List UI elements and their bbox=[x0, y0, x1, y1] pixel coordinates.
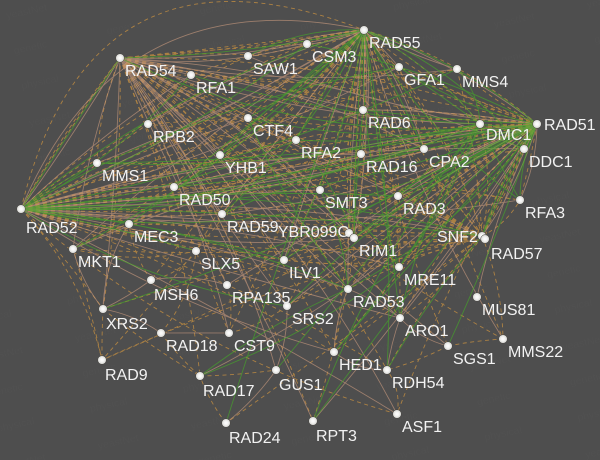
svg-text:CTF4: CTF4 bbox=[253, 123, 293, 140]
svg-text:DMC1: DMC1 bbox=[486, 127, 531, 144]
svg-text:MKT1: MKT1 bbox=[78, 254, 121, 271]
svg-text:RAD18: RAD18 bbox=[166, 338, 218, 355]
svg-text:ASF1: ASF1 bbox=[402, 419, 442, 436]
svg-text:RAD55: RAD55 bbox=[369, 35, 421, 52]
svg-text:RAD9: RAD9 bbox=[105, 367, 148, 384]
svg-text:RAD24: RAD24 bbox=[229, 430, 281, 447]
svg-text:RAD51: RAD51 bbox=[544, 117, 596, 134]
svg-text:RDH54: RDH54 bbox=[392, 375, 445, 392]
svg-text:SMT3: SMT3 bbox=[325, 195, 368, 212]
svg-text:RAD16: RAD16 bbox=[366, 159, 418, 176]
svg-text:RAD3: RAD3 bbox=[403, 201, 446, 218]
svg-text:RAD59: RAD59 bbox=[227, 219, 279, 236]
svg-text:RPB2: RPB2 bbox=[153, 129, 195, 146]
svg-text:RPA135: RPA135 bbox=[232, 290, 291, 307]
svg-text:ARO1: ARO1 bbox=[405, 323, 449, 340]
svg-text:RAD54: RAD54 bbox=[125, 63, 177, 80]
svg-text:SGS1: SGS1 bbox=[453, 351, 496, 368]
svg-text:SRS2: SRS2 bbox=[292, 311, 334, 328]
svg-text:RFA3: RFA3 bbox=[525, 205, 565, 222]
svg-text:SAW1: SAW1 bbox=[253, 61, 298, 78]
svg-text:SNF2: SNF2 bbox=[437, 229, 478, 246]
svg-text:SLX5: SLX5 bbox=[201, 256, 240, 273]
svg-text:ILV1: ILV1 bbox=[289, 265, 321, 282]
svg-text:HED1: HED1 bbox=[339, 357, 382, 374]
svg-text:RAD50: RAD50 bbox=[179, 192, 231, 209]
svg-text:RAD57: RAD57 bbox=[491, 246, 543, 263]
svg-text:RAD6: RAD6 bbox=[368, 115, 411, 132]
svg-text:GUS1: GUS1 bbox=[279, 377, 323, 394]
svg-text:CPA2: CPA2 bbox=[429, 154, 470, 171]
svg-text:RIM1: RIM1 bbox=[359, 243, 397, 260]
svg-text:RAD17: RAD17 bbox=[203, 383, 255, 400]
svg-text:RPT3: RPT3 bbox=[316, 428, 357, 445]
svg-text:YBR099C: YBR099C bbox=[278, 224, 349, 241]
svg-text:MSH6: MSH6 bbox=[154, 287, 199, 304]
svg-text:MMS22: MMS22 bbox=[508, 344, 563, 361]
svg-text:MMS4: MMS4 bbox=[462, 74, 508, 91]
svg-text:RFA2: RFA2 bbox=[301, 145, 341, 162]
svg-text:XRS2: XRS2 bbox=[106, 316, 148, 333]
svg-text:GFA1: GFA1 bbox=[404, 72, 445, 89]
svg-text:RAD53: RAD53 bbox=[353, 294, 405, 311]
svg-text:RAD52: RAD52 bbox=[26, 220, 78, 237]
svg-text:MUS81: MUS81 bbox=[482, 302, 535, 319]
svg-text:CSM3: CSM3 bbox=[312, 49, 357, 66]
svg-text:CST9: CST9 bbox=[234, 338, 275, 355]
svg-text:DDC1: DDC1 bbox=[529, 154, 573, 171]
svg-text:YHB1: YHB1 bbox=[225, 160, 267, 177]
svg-text:MRE11: MRE11 bbox=[404, 272, 456, 289]
svg-text:MEC3: MEC3 bbox=[134, 229, 179, 246]
svg-text:MMS1: MMS1 bbox=[102, 168, 148, 185]
svg-text:RFA1: RFA1 bbox=[196, 80, 236, 97]
